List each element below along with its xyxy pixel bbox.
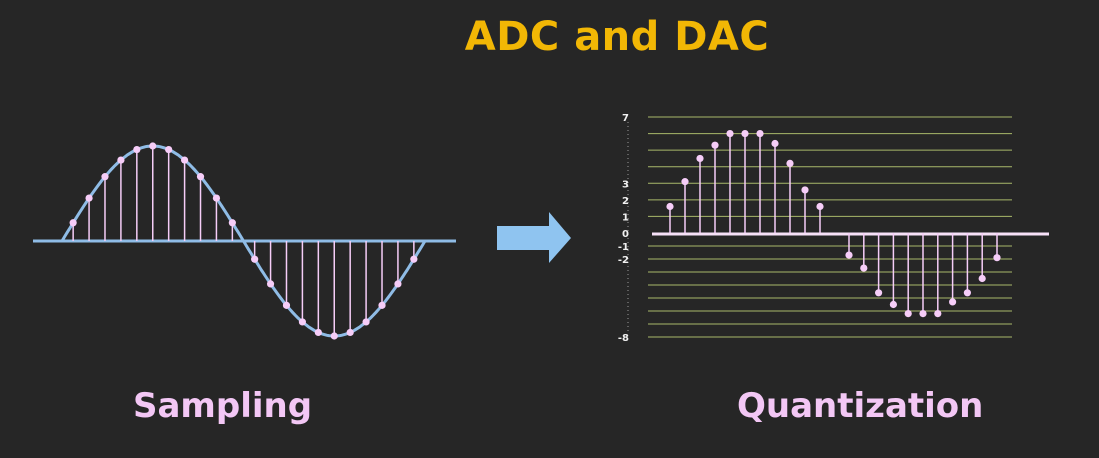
sample-point [69, 219, 77, 227]
level-tick-label: -1 [618, 242, 629, 253]
diagram-title: ADC and DAC [464, 14, 770, 60]
sample-point [314, 328, 322, 337]
sample-point [212, 194, 221, 202]
quantized-point [756, 129, 764, 138]
sample-point [117, 156, 125, 164]
quantized-point [816, 202, 824, 211]
sample-point [266, 280, 275, 288]
level-tick-label: 1 [622, 212, 629, 223]
sample-point [133, 145, 141, 154]
sample-point [346, 328, 354, 337]
quantized-point [978, 274, 986, 283]
quantized-point [741, 129, 749, 138]
sample-point [298, 318, 307, 326]
quantized-point [726, 129, 734, 138]
sample-point [180, 156, 189, 164]
level-tick-label: 7 [622, 113, 629, 124]
sample-point [410, 255, 418, 263]
sample-point [101, 173, 109, 181]
sample-point [394, 280, 402, 288]
quantized-point [963, 289, 972, 297]
quantized-point [904, 310, 912, 318]
quantized-point [771, 139, 779, 148]
quantized-point [801, 186, 809, 194]
level-tick-label: -2 [618, 255, 629, 266]
quantized-point [919, 310, 927, 318]
quantized-point [860, 264, 868, 272]
quantized-point [681, 178, 689, 186]
quantized-point [696, 154, 704, 163]
level-tick-label: -8 [618, 333, 629, 344]
sampling-plot [33, 142, 456, 340]
right-arrow-icon [497, 212, 571, 263]
sample-point [149, 142, 157, 150]
sample-point [330, 332, 338, 340]
sample-point [251, 255, 259, 263]
quantized-point [711, 141, 719, 149]
sample-point [282, 301, 291, 309]
level-tick-label: 0 [622, 229, 629, 240]
quantized-point [666, 202, 674, 211]
quantization-plot: 7 3 2 1 0 -1 -2 -8 [618, 113, 1049, 344]
quantized-point [993, 254, 1001, 262]
sample-point [196, 173, 205, 181]
quantized-point [889, 300, 898, 309]
sample-point [378, 301, 386, 309]
sampling-caption: Sampling [133, 386, 313, 426]
level-tick-label: 2 [622, 196, 629, 207]
quantized-point [786, 159, 794, 167]
level-tick-label: 3 [622, 179, 629, 190]
sample-point [85, 194, 93, 202]
quantization-caption: Quantization [737, 386, 984, 426]
quantized-point [949, 298, 957, 306]
sample-point [362, 318, 370, 326]
quantized-point [845, 251, 853, 259]
sample-point [228, 219, 236, 227]
quantized-point [875, 289, 883, 297]
quantized-point [934, 310, 942, 318]
sample-point [165, 145, 173, 154]
